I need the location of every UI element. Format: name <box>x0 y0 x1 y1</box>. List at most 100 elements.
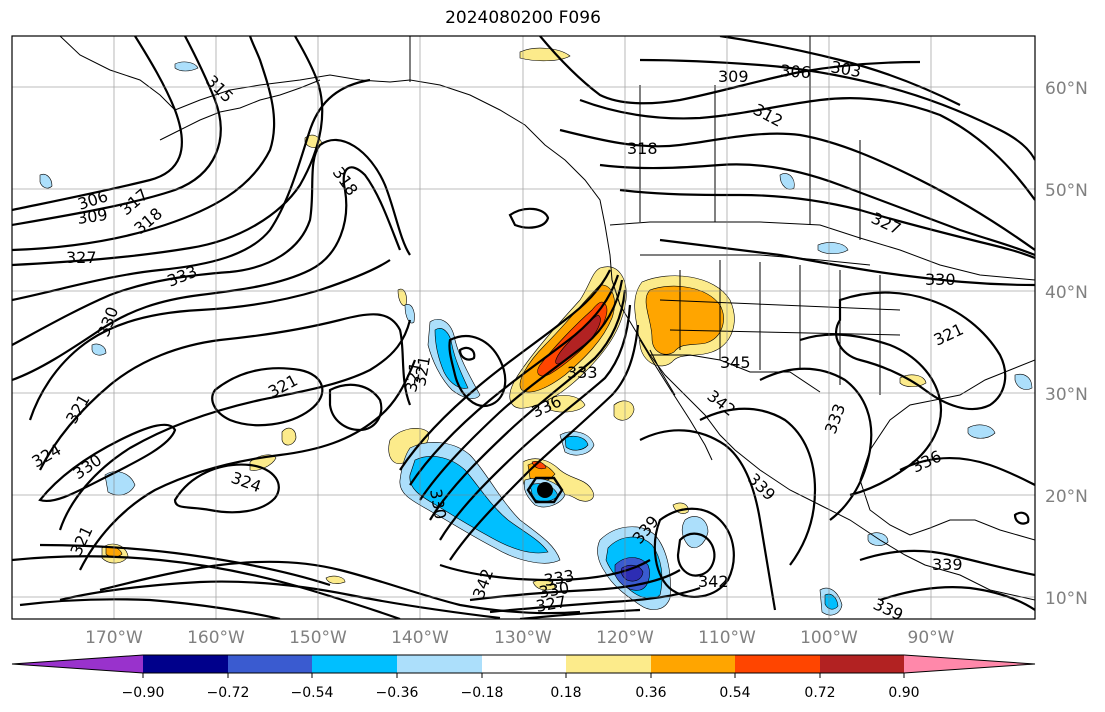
lon-labels: 170°W 160°W 150°W 140°W 130°W 120°W 110°… <box>85 628 955 648</box>
shade-pos-weak <box>281 427 297 446</box>
map-background <box>12 36 1035 619</box>
contour-line <box>12 36 276 252</box>
contour-line <box>12 78 371 302</box>
contour-line <box>899 457 1035 486</box>
lat-labels: 10°N 20°N 30°N 40°N 50°N 60°N <box>1045 79 1088 609</box>
contour-line <box>39 543 331 587</box>
colorbar: −0.90 −0.72 −0.54 −0.36 −0.18 0.18 0.36 … <box>11 654 1036 701</box>
lat-label: 20°N <box>1045 487 1088 507</box>
map-frame <box>11 35 1036 620</box>
shade-neg-weak <box>39 173 53 189</box>
colorbar-segment <box>735 655 820 673</box>
colorbar-segment <box>482 655 566 673</box>
contour-line <box>59 580 501 619</box>
contour-label: 309 <box>76 205 109 228</box>
lat-label: 60°N <box>1045 79 1088 99</box>
lon-label: 110°W <box>698 628 756 648</box>
colorbar-tick-label: 0.90 <box>888 685 919 701</box>
contour-label: 306 <box>780 61 812 82</box>
contour-label: 339 <box>932 555 963 574</box>
shade-pos-weak <box>519 47 571 62</box>
colorbar-tick-label: −0.36 <box>376 685 419 701</box>
colorbar-tick-label: −0.90 <box>122 685 165 701</box>
contour-line <box>879 586 1035 611</box>
contour-line <box>469 569 681 602</box>
shade-neg <box>409 456 549 554</box>
contour-line <box>429 289 627 521</box>
colorbar-segment <box>820 655 904 673</box>
colorbar-segment <box>651 655 735 673</box>
lon-label: 130°W <box>494 628 552 648</box>
lat-label: 40°N <box>1045 283 1088 303</box>
contour-line <box>28 259 391 421</box>
coastline-layer <box>59 36 1035 601</box>
lat-label: 30°N <box>1045 385 1088 405</box>
colorbar-segment <box>566 655 651 673</box>
lon-label: 100°W <box>800 628 858 648</box>
coastline-aleutians <box>159 79 321 141</box>
contour-line <box>859 549 1035 577</box>
contour-line <box>12 138 411 346</box>
graticule <box>12 36 1035 619</box>
contour-line <box>12 555 401 619</box>
shade-neg-weak <box>817 242 849 255</box>
contour-line <box>19 598 281 619</box>
contour-line <box>58 319 412 531</box>
colorbar-tick-label: 0.72 <box>804 685 835 701</box>
contour-line <box>579 97 1035 201</box>
shading-layer <box>39 47 1033 616</box>
contour-line <box>834 291 1007 410</box>
contour-line <box>519 608 641 619</box>
lon-label: 150°W <box>289 628 347 648</box>
lon-label: 120°W <box>596 628 654 648</box>
contour-line <box>12 36 222 227</box>
border-canada-us <box>609 221 1035 281</box>
contour-line <box>419 279 624 501</box>
colorbar-tick-label: 0.36 <box>635 685 666 701</box>
lat-label: 50°N <box>1045 181 1088 201</box>
shade-neg-weak <box>1014 373 1033 390</box>
contour-line <box>619 188 1035 260</box>
lon-label: 90°W <box>908 628 955 648</box>
contour-line <box>659 238 1035 287</box>
colorbar-segment <box>228 655 312 673</box>
colorbar-segment <box>312 655 397 673</box>
shade-pos-weak <box>325 575 346 584</box>
shade-neg-weak <box>779 173 795 190</box>
lon-label: 140°W <box>391 628 449 648</box>
colorbar-tick-label: 0.18 <box>550 685 581 701</box>
storm-center-marker <box>526 476 564 504</box>
contour-line <box>79 359 417 571</box>
colorbar-tick-label: −0.18 <box>461 685 504 701</box>
shade-pos-weak <box>613 400 635 421</box>
contour-label: 318 <box>627 139 658 158</box>
contour-line <box>719 36 961 106</box>
shade-pos <box>645 285 724 355</box>
contour-line <box>12 166 402 382</box>
map-title: 2024080200 F096 <box>445 8 601 28</box>
contour-line <box>653 507 735 598</box>
shade-pos-weak <box>547 395 586 413</box>
contour-line <box>639 429 777 611</box>
contour-line <box>38 423 177 503</box>
colorbar-tick-label: −0.72 <box>207 685 250 701</box>
contour-label: 330 <box>925 270 956 289</box>
contour-line <box>639 58 1035 161</box>
contour-layer <box>12 36 1035 619</box>
contour-line <box>676 532 716 577</box>
colorbar-segment <box>12 655 143 673</box>
colorbar-segment <box>397 655 482 673</box>
contour-line <box>599 163 1035 257</box>
shade-neg-weak <box>91 343 107 356</box>
contour-label: 345 <box>720 353 751 372</box>
contour-line <box>559 128 1035 251</box>
contour-label: 327 <box>66 248 97 267</box>
contour-line <box>399 269 611 471</box>
contour-line <box>439 304 632 541</box>
contour-line <box>409 274 620 486</box>
coastline-alaska <box>59 36 411 111</box>
contour-line <box>328 383 383 432</box>
shade-neg-weak <box>404 304 415 324</box>
shade-neg <box>824 593 839 610</box>
shade-neg-weak <box>681 516 709 549</box>
